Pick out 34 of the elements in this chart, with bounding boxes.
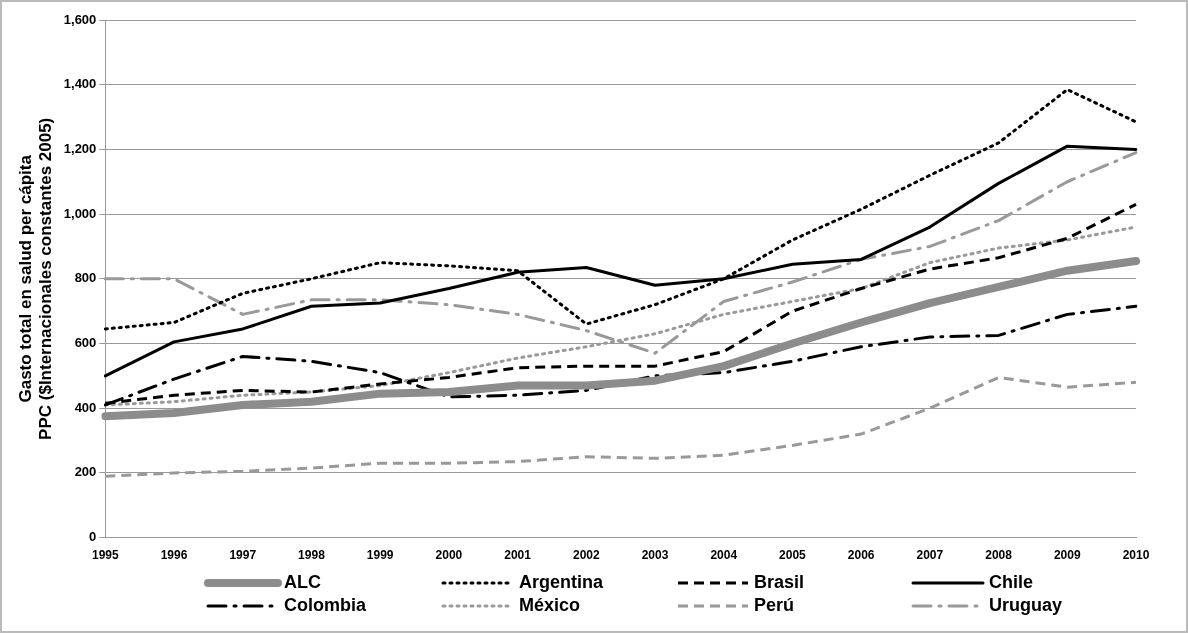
y-tick-label: 1,000 [63, 205, 97, 221]
x-tick-label: 2007 [916, 548, 944, 563]
legend-label: ALC [284, 572, 321, 593]
x-tick-label: 2005 [779, 548, 807, 563]
x-tick-label: 2002 [572, 548, 600, 563]
x-tick-label: 2004 [710, 548, 738, 563]
y-tick-label: 800 [74, 270, 97, 286]
x-tick-label: 1995 [91, 548, 119, 563]
y-tick-label: 600 [74, 335, 97, 351]
legend-label: Colombia [284, 595, 367, 616]
y-tick-label: 200 [74, 464, 97, 480]
legend-label: México [519, 595, 581, 616]
x-tick-label: 2000 [435, 548, 463, 563]
y-tick-label: 1,400 [63, 76, 97, 92]
x-tick-label: 1997 [229, 548, 257, 563]
x-tick-label: 2009 [1053, 548, 1081, 563]
legend-label: Argentina [519, 572, 604, 593]
y-tick-label: 1,200 [63, 140, 97, 156]
legend-label: Uruguay [989, 595, 1063, 616]
x-tick-label: 2003 [641, 548, 669, 563]
x-tick-label: 2001 [504, 548, 532, 563]
legend-label: Chile [989, 572, 1034, 593]
y-tick-label: 0 [89, 529, 97, 545]
legend-label: Brasil [754, 572, 805, 593]
x-tick-label: 2006 [847, 548, 875, 563]
x-tick-label: 1996 [160, 548, 188, 563]
x-tick-label: 2008 [985, 548, 1013, 563]
x-tick-label: 1999 [366, 548, 394, 563]
x-tick-label: 1998 [298, 548, 326, 563]
y-tick-label: 1,600 [63, 11, 97, 27]
y-tick-label: 400 [74, 399, 97, 415]
legend-label: Perú [754, 595, 795, 616]
x-tick-label: 2010 [1122, 548, 1150, 563]
y-axis-title: Gasto total en salud per cápita PPC ($Internacionales constantes 2005) [15, 117, 56, 440]
